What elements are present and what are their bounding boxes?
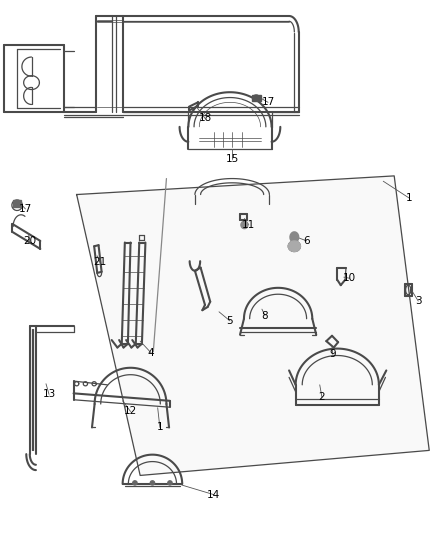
Polygon shape	[168, 481, 172, 485]
Text: 11: 11	[242, 220, 255, 230]
Text: 4: 4	[148, 348, 155, 358]
Polygon shape	[77, 176, 429, 475]
Polygon shape	[241, 221, 248, 229]
Text: 1: 1	[156, 423, 163, 432]
Text: 20: 20	[23, 236, 36, 246]
Text: 17: 17	[261, 98, 275, 107]
Text: 2: 2	[318, 392, 325, 402]
Text: 12: 12	[124, 407, 137, 416]
Polygon shape	[150, 481, 155, 485]
Polygon shape	[290, 232, 299, 243]
Polygon shape	[288, 241, 300, 252]
Polygon shape	[133, 481, 137, 485]
Text: 8: 8	[261, 311, 268, 320]
Text: 10: 10	[343, 273, 356, 283]
Polygon shape	[252, 95, 261, 101]
Polygon shape	[13, 200, 21, 207]
Text: 14: 14	[207, 490, 220, 499]
Text: 9: 9	[329, 350, 336, 359]
Text: 1: 1	[406, 193, 413, 203]
Text: 5: 5	[226, 316, 233, 326]
Text: 6: 6	[303, 236, 310, 246]
Text: 3: 3	[415, 296, 422, 306]
Text: 21: 21	[93, 257, 106, 267]
Text: 13: 13	[42, 390, 56, 399]
Text: 18: 18	[198, 114, 212, 123]
Text: 15: 15	[226, 154, 239, 164]
Text: 17: 17	[19, 204, 32, 214]
